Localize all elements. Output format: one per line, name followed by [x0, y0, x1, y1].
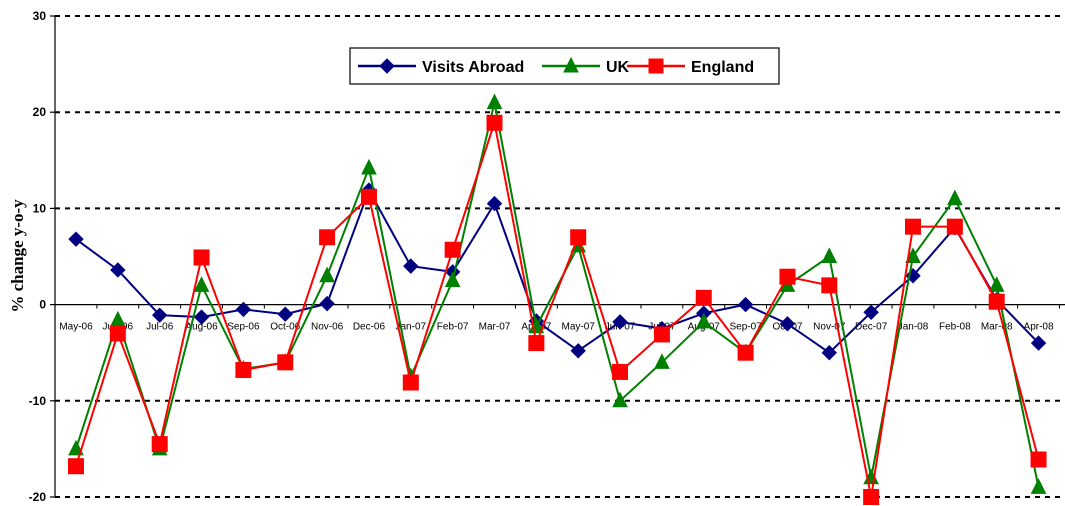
data-point-england — [695, 289, 712, 306]
legend: Visits Abroad UK England — [349, 47, 780, 85]
data-point-england — [779, 268, 796, 285]
data-point-uk — [319, 266, 335, 283]
data-point-uk — [654, 353, 670, 369]
x-tick-label: Mar-07 — [479, 322, 511, 333]
x-tick-label: Sep-07 — [729, 322, 762, 333]
x-tick-label: Nov-06 — [311, 322, 344, 333]
y-tick-label: -20 — [29, 490, 47, 504]
data-point-england — [905, 218, 921, 235]
data-point-england — [863, 489, 880, 505]
x-tick-label: Jul-06 — [146, 322, 174, 333]
legend-label-uk: UK — [606, 59, 630, 76]
data-point-visits-abroad — [193, 309, 210, 325]
data-point-uk — [1030, 478, 1047, 494]
data-point-england — [151, 436, 168, 453]
data-point-england — [486, 114, 503, 131]
y-tick-label: 0 — [39, 298, 46, 312]
y-tick-label: 20 — [33, 105, 47, 119]
legend-marker-visits-abroad — [379, 58, 395, 74]
x-tick-label: Nov-07 — [813, 322, 846, 333]
data-point-visits-abroad — [821, 344, 838, 361]
data-point-england — [988, 293, 1005, 310]
data-point-england — [612, 363, 629, 380]
data-point-visits-abroad — [68, 231, 84, 247]
data-point-england — [193, 249, 210, 266]
legend-marker-england — [648, 58, 664, 74]
x-tick-label: Jan-08 — [898, 322, 929, 333]
legend-marker-uk — [563, 56, 579, 73]
series-england — [68, 114, 1047, 505]
y-tick-label: 10 — [33, 201, 47, 215]
x-tick-label: Mar-08 — [981, 322, 1013, 333]
data-point-england — [528, 335, 545, 352]
data-point-england — [109, 325, 126, 342]
data-point-visits-abroad — [1030, 335, 1047, 351]
data-point-visits-abroad — [110, 262, 126, 278]
data-point-england — [235, 362, 252, 379]
data-point-uk — [612, 391, 628, 408]
y-axis-label: % change y-o-y — [8, 199, 27, 313]
x-tick-label: Oct-06 — [270, 322, 300, 333]
legend-label-visits-abroad: Visits Abroad — [422, 59, 524, 76]
y-tick-label: -10 — [29, 394, 47, 408]
data-point-visits-abroad — [863, 304, 879, 321]
data-point-england — [319, 229, 336, 246]
data-point-visits-abroad — [235, 301, 252, 318]
data-point-england — [821, 277, 838, 294]
x-tick-label: Aug-06 — [185, 322, 218, 333]
series-line-england — [75, 118, 1040, 498]
data-point-visits-abroad — [737, 296, 754, 313]
data-point-uk — [193, 276, 210, 292]
x-tick-label: Dec-06 — [353, 322, 386, 333]
y-tick-label: 30 — [33, 9, 47, 23]
data-point-england — [277, 354, 294, 371]
data-point-uk — [486, 93, 503, 110]
data-point-england — [653, 326, 670, 343]
series-line-uk — [75, 102, 1040, 488]
x-tick-label: Apr-08 — [1024, 322, 1054, 333]
data-point-uk — [68, 439, 84, 456]
data-point-england — [402, 374, 419, 391]
data-point-england — [946, 218, 963, 235]
x-tick-label: May-07 — [562, 322, 596, 333]
data-point-uk — [695, 312, 712, 329]
x-axis-ticks: May-06Jun-06Jul-06Aug-06Sep-06Oct-06Nov-… — [59, 304, 1060, 333]
x-tick-label: May-06 — [59, 322, 93, 333]
data-point-england — [360, 188, 377, 205]
series-group — [68, 93, 1047, 505]
data-point-visits-abroad — [779, 316, 796, 332]
data-point-england — [737, 344, 754, 361]
data-point-visits-abroad — [403, 258, 419, 274]
legend-label-england: England — [691, 59, 754, 76]
series-line-visits-abroad — [75, 187, 1040, 354]
data-point-uk — [988, 276, 1005, 292]
data-point-visits-abroad — [612, 314, 628, 330]
data-point-visits-abroad — [277, 306, 293, 322]
data-point-uk — [821, 247, 838, 263]
data-point-england — [570, 229, 587, 246]
data-point-england — [1030, 451, 1047, 468]
data-point-uk — [444, 271, 461, 288]
data-point-uk — [361, 158, 377, 175]
x-tick-label: Jan-07 — [396, 322, 427, 333]
data-point-visits-abroad — [151, 307, 168, 323]
x-tick-label: Sep-06 — [227, 322, 260, 333]
x-tick-label: Dec-07 — [855, 322, 888, 333]
data-point-visits-abroad — [319, 295, 335, 312]
data-point-uk — [110, 310, 126, 327]
gridlines — [55, 15, 1065, 498]
data-point-england — [68, 458, 84, 475]
data-point-england — [444, 241, 461, 258]
data-point-visits-abroad — [570, 343, 586, 359]
data-point-uk — [947, 189, 963, 206]
x-tick-label: Feb-07 — [437, 322, 469, 333]
x-tick-label: Feb-08 — [939, 322, 971, 333]
y-axis-ticks: 30 20 10 0 -10 -20 — [29, 9, 55, 504]
data-point-visits-abroad — [486, 195, 503, 212]
